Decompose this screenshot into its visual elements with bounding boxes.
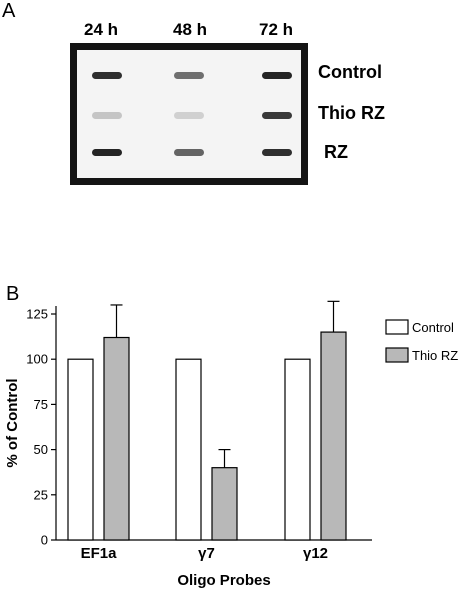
- panel-b-letter: B: [6, 283, 20, 305]
- row-label-thio-rz: Thio RZ: [318, 103, 385, 123]
- bar-control: [67, 358, 94, 541]
- legend-label: Control: [412, 320, 454, 335]
- blot-band: [174, 149, 204, 156]
- blot-band: [92, 149, 122, 156]
- legend-label: Thio RZ: [412, 348, 458, 363]
- time-label-24h: 24 h: [84, 20, 119, 39]
- time-label-48h: 48 h: [173, 20, 208, 39]
- bar-thio-rz: [320, 331, 347, 541]
- y-tick-label: 25: [34, 487, 48, 502]
- y-tick-label: 125: [26, 307, 48, 322]
- legend-swatch: [385, 319, 409, 335]
- blot-band: [262, 112, 292, 119]
- row-label-control: Control: [318, 62, 382, 82]
- x-tick-label: γ12: [303, 545, 328, 562]
- legend-swatch: [385, 347, 409, 363]
- y-tick-label: 50: [34, 442, 48, 457]
- row-label-rz: RZ: [324, 142, 348, 162]
- bar-thio-rz: [211, 467, 238, 541]
- y-tick-label: 100: [26, 352, 48, 367]
- x-axis-title: Oligo Probes: [177, 572, 270, 589]
- time-label-72h: 72 h: [259, 20, 294, 39]
- blot-membrane: [77, 50, 301, 178]
- blot-band: [262, 72, 292, 79]
- bar-control: [284, 358, 311, 541]
- y-tick-label: 75: [34, 397, 48, 412]
- y-axis-title: % of Control: [4, 378, 21, 467]
- bar-control: [175, 358, 202, 541]
- x-tick-label: γ7: [198, 545, 215, 562]
- bar-thio-rz: [103, 336, 130, 541]
- blot-band: [92, 72, 122, 79]
- blot-band: [262, 149, 292, 156]
- blot-band: [174, 72, 204, 79]
- blot-band: [92, 112, 122, 119]
- western-blot-image: [70, 43, 308, 185]
- panel-a-letter: A: [2, 0, 16, 22]
- blot-band: [174, 112, 204, 119]
- y-tick-label: 0: [41, 533, 48, 548]
- x-tick-label: EF1a: [81, 545, 118, 562]
